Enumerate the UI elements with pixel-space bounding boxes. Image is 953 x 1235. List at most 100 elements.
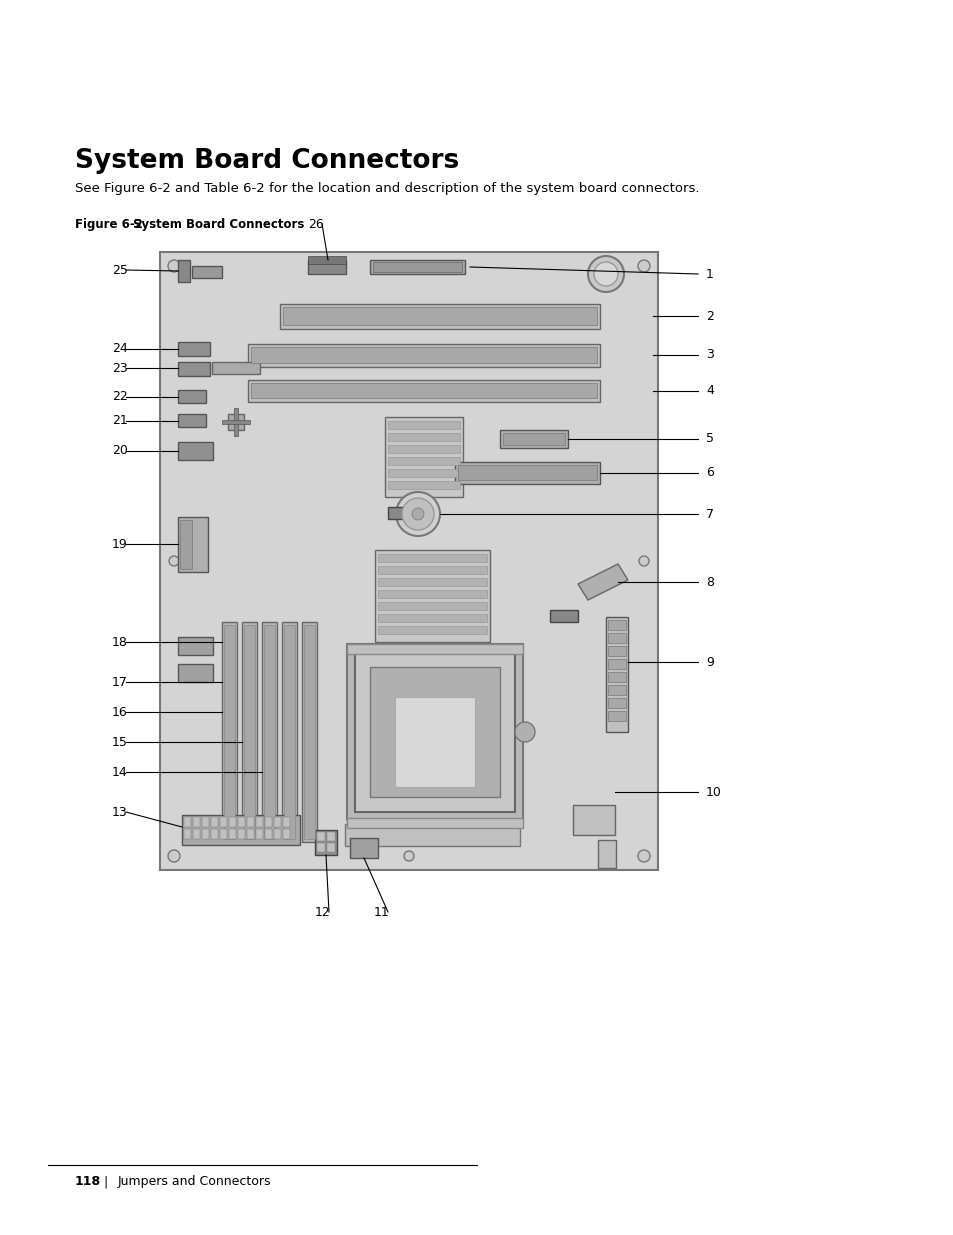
Bar bbox=[377, 590, 486, 598]
Bar bbox=[388, 508, 410, 519]
Text: 1: 1 bbox=[705, 268, 713, 280]
Bar bbox=[282, 622, 296, 842]
Bar bbox=[377, 626, 486, 634]
Bar bbox=[499, 430, 567, 448]
Bar bbox=[284, 625, 294, 839]
Bar bbox=[573, 805, 615, 835]
Circle shape bbox=[515, 722, 535, 742]
Bar bbox=[178, 362, 210, 375]
Text: 12: 12 bbox=[314, 905, 331, 919]
Bar bbox=[377, 566, 486, 574]
Bar bbox=[182, 815, 299, 845]
Text: See Figure 6-2 and Table 6-2 for the location and description of the system boar: See Figure 6-2 and Table 6-2 for the loc… bbox=[75, 182, 699, 195]
Bar bbox=[388, 445, 459, 453]
Bar bbox=[388, 480, 459, 489]
Bar bbox=[211, 829, 218, 839]
Bar bbox=[248, 345, 599, 367]
Bar bbox=[178, 414, 206, 427]
Circle shape bbox=[395, 492, 439, 536]
Bar bbox=[178, 637, 213, 655]
Bar bbox=[308, 261, 346, 274]
Bar bbox=[160, 252, 658, 869]
Bar bbox=[229, 829, 235, 839]
Bar bbox=[224, 625, 234, 839]
Bar bbox=[395, 697, 475, 787]
Bar bbox=[385, 417, 462, 496]
Bar bbox=[316, 832, 325, 841]
Bar bbox=[244, 625, 254, 839]
Bar bbox=[607, 646, 625, 656]
Bar bbox=[247, 829, 253, 839]
Bar bbox=[178, 390, 206, 403]
Bar bbox=[265, 818, 272, 827]
Bar bbox=[598, 840, 616, 868]
Polygon shape bbox=[578, 564, 627, 600]
Bar bbox=[502, 433, 564, 445]
Bar bbox=[347, 818, 522, 827]
Bar bbox=[388, 433, 459, 441]
Circle shape bbox=[412, 508, 423, 520]
Circle shape bbox=[403, 851, 414, 861]
Text: System Board Connectors: System Board Connectors bbox=[75, 148, 458, 174]
Bar bbox=[184, 829, 191, 839]
Bar bbox=[304, 625, 314, 839]
Bar bbox=[193, 829, 200, 839]
Bar bbox=[202, 829, 209, 839]
Bar bbox=[377, 555, 486, 562]
Bar bbox=[370, 261, 464, 274]
Bar bbox=[178, 261, 190, 282]
Circle shape bbox=[169, 556, 179, 566]
Bar bbox=[388, 421, 459, 429]
Bar bbox=[347, 643, 522, 820]
Bar bbox=[211, 818, 218, 827]
Bar bbox=[283, 818, 290, 827]
Bar bbox=[607, 659, 625, 669]
Text: 25: 25 bbox=[112, 263, 128, 277]
Bar bbox=[327, 832, 335, 841]
Text: 26: 26 bbox=[308, 217, 323, 231]
Bar bbox=[229, 818, 235, 827]
Bar bbox=[255, 818, 263, 827]
Bar bbox=[347, 643, 522, 655]
Bar bbox=[178, 342, 210, 356]
Bar bbox=[377, 601, 486, 610]
Text: 14: 14 bbox=[112, 766, 128, 778]
Bar bbox=[316, 844, 325, 852]
Text: 8: 8 bbox=[705, 576, 713, 589]
Bar bbox=[265, 829, 272, 839]
Circle shape bbox=[587, 256, 623, 291]
Bar bbox=[283, 829, 290, 839]
Bar bbox=[220, 829, 227, 839]
Text: 11: 11 bbox=[374, 905, 390, 919]
Bar bbox=[283, 308, 597, 325]
Bar bbox=[247, 818, 253, 827]
Text: 15: 15 bbox=[112, 736, 128, 748]
Bar bbox=[248, 380, 599, 403]
Circle shape bbox=[594, 262, 618, 287]
Text: 20: 20 bbox=[112, 445, 128, 457]
Text: |: | bbox=[103, 1174, 107, 1188]
Circle shape bbox=[168, 850, 180, 862]
Bar bbox=[302, 622, 316, 842]
Text: Figure 6-2.: Figure 6-2. bbox=[75, 219, 148, 231]
Text: Jumpers and Connectors: Jumpers and Connectors bbox=[118, 1174, 272, 1188]
Text: 24: 24 bbox=[112, 342, 128, 356]
Text: 7: 7 bbox=[705, 508, 713, 520]
Text: 9: 9 bbox=[705, 656, 713, 668]
Bar bbox=[605, 618, 627, 732]
Text: 17: 17 bbox=[112, 676, 128, 688]
Bar bbox=[184, 818, 191, 827]
Text: 5: 5 bbox=[705, 432, 713, 446]
Bar bbox=[314, 830, 336, 855]
Text: 3: 3 bbox=[705, 348, 713, 362]
Bar bbox=[274, 829, 281, 839]
Circle shape bbox=[168, 261, 180, 272]
Bar bbox=[308, 256, 346, 264]
Bar bbox=[607, 685, 625, 695]
Text: 18: 18 bbox=[112, 636, 128, 648]
Bar bbox=[455, 462, 599, 484]
Text: 23: 23 bbox=[112, 362, 128, 374]
Text: 4: 4 bbox=[705, 384, 713, 398]
Bar bbox=[212, 362, 260, 374]
Bar bbox=[242, 622, 256, 842]
